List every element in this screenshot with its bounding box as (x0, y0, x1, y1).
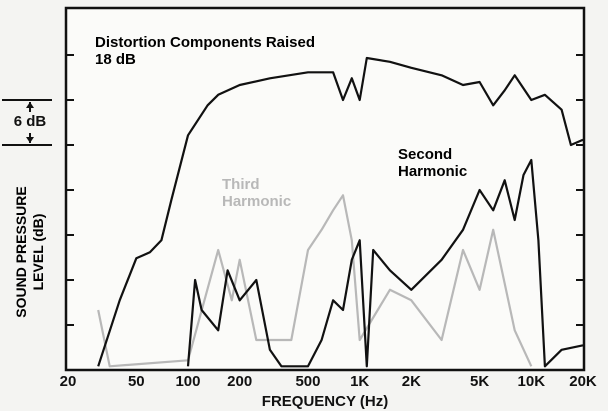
scale-bracket (2, 99, 52, 146)
x-axis-label: FREQUENCY (Hz) (262, 393, 388, 410)
series-line (186, 158, 584, 368)
x-tick-label: 5K (470, 373, 489, 390)
x-tick-label: 20K (569, 373, 597, 390)
x-tick-label: 10K (518, 373, 546, 390)
x-tick-label: 200 (227, 373, 252, 390)
x-tick-label: 100 (175, 373, 200, 390)
scale-label: 6 dB (14, 113, 47, 130)
x-tick-label: 50 (128, 373, 145, 390)
x-tick-label: 20 (60, 373, 77, 390)
series-line (97, 56, 584, 367)
x-tick-label: 1K (350, 373, 369, 390)
x-tick-label: 500 (295, 373, 320, 390)
y-axis-label: SOUND PRESSURE LEVEL (dB) (13, 186, 46, 318)
annotation: Distortion Components Raised 18 dB (95, 34, 316, 68)
x-tick-label: 2K (402, 373, 421, 390)
plot-frame (64, 6, 586, 372)
series-label: Third Harmonic (222, 176, 292, 210)
series-label: Second Harmonic (398, 146, 468, 180)
series-line (97, 194, 533, 368)
